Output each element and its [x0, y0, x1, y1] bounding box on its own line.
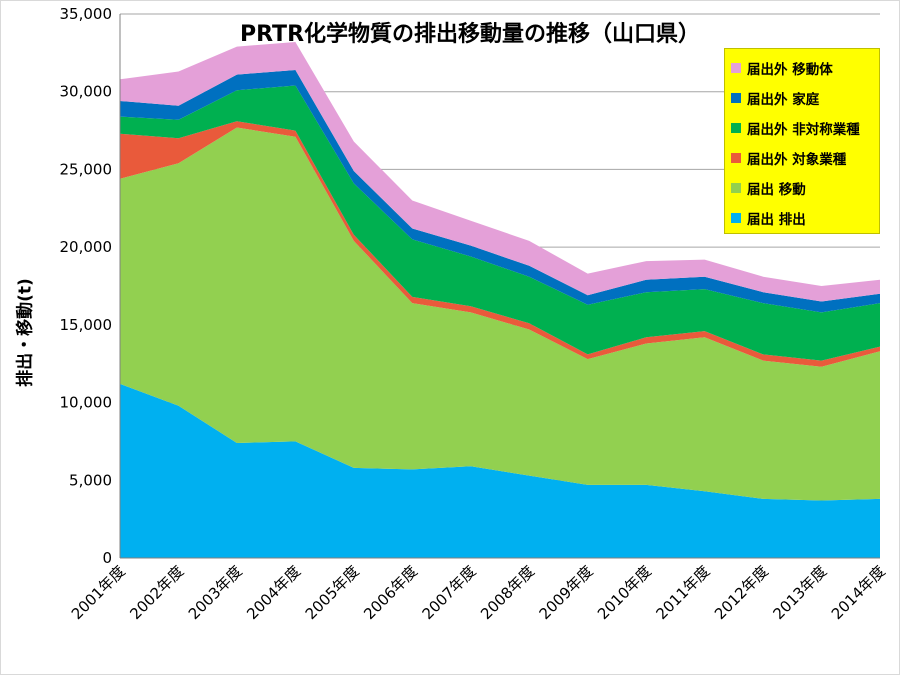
legend-label-non-target-industry: 届出外 非対称業種 — [747, 122, 860, 138]
y-axis-title: 排出・移動(t) — [15, 278, 36, 387]
y-tick-label: 25,000 — [60, 160, 113, 178]
legend-label-household: 届出外 家庭 — [747, 92, 820, 108]
legend: 届出外 移動体 届出外 家庭 届出外 非対称業種 届出外 対象業種 届出 移動 … — [724, 48, 880, 234]
legend-swatch-household — [731, 93, 741, 103]
legend-swatch-non-target-industry — [731, 123, 741, 133]
area-series-0 — [120, 383, 880, 558]
legend-item-reported-transfer: 届出 移動 — [731, 173, 873, 203]
legend-item-household: 届出外 家庭 — [731, 83, 873, 113]
legend-item-mobile: 届出外 移動体 — [731, 53, 873, 83]
axes — [119, 14, 880, 559]
y-tick-label: 35,000 — [60, 5, 113, 23]
stacked-areas — [120, 42, 880, 558]
y-tick-label: 10,000 — [60, 394, 113, 412]
legend-label-reported-release: 届出 排出 — [747, 212, 806, 228]
legend-swatch-mobile — [731, 63, 741, 73]
y-tick-label: 15,000 — [60, 316, 113, 334]
area-series-2 — [120, 121, 880, 367]
y-tick-label: 5,000 — [69, 471, 112, 489]
legend-swatch-target-industry — [731, 153, 741, 163]
chart-title: PRTR化学物質の排出移動量の推移（山口県） — [239, 22, 701, 47]
y-tick-label: 30,000 — [60, 83, 113, 101]
legend-item-reported-release: 届出 排出 — [731, 203, 873, 233]
y-tick-labels: 0 5,000 10,000 15,000 20,000 25,000 30,000 35,0… — [60, 5, 113, 567]
legend-label-mobile: 届出外 移動体 — [747, 62, 833, 78]
legend-label-target-industry: 届出外 対象業種 — [747, 152, 847, 168]
legend-item-non-target-industry: 届出外 非対称業種 — [731, 113, 873, 143]
legend-swatch-reported-transfer — [731, 183, 741, 193]
area-series-3 — [120, 85, 880, 361]
legend-label-reported-transfer: 届出 移動 — [747, 182, 806, 198]
legend-swatch-reported-release — [731, 213, 741, 223]
area-series-5 — [120, 42, 880, 302]
legend-item-target-industry: 届出外 対象業種 — [731, 143, 873, 173]
y-tick-label: 0 — [102, 549, 112, 567]
y-tick-label: 20,000 — [60, 238, 113, 256]
area-series-4 — [120, 70, 880, 313]
area-series-1 — [120, 127, 880, 501]
